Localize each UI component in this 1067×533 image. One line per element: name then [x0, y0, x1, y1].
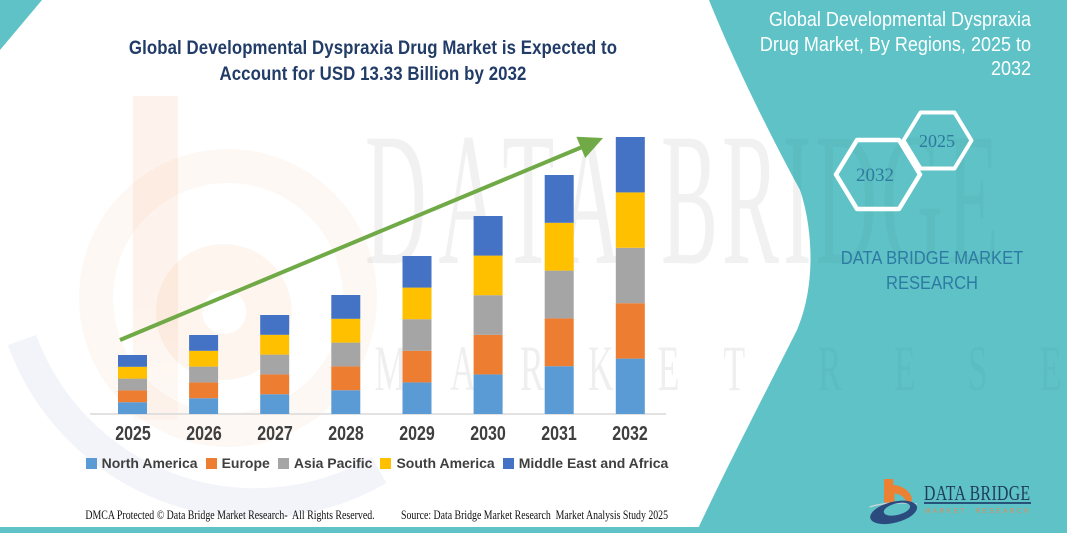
- svg-text:2025: 2025: [919, 131, 955, 151]
- svg-text:2032: 2032: [856, 165, 894, 186]
